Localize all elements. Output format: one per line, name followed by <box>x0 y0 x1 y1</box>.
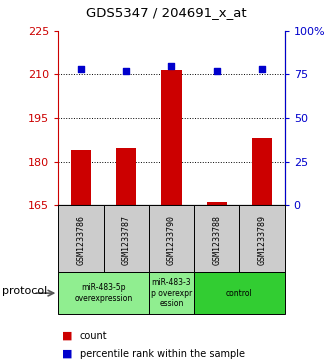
Point <box>169 63 174 69</box>
Text: GSM1233790: GSM1233790 <box>167 215 176 265</box>
Text: GSM1233786: GSM1233786 <box>76 215 86 265</box>
Bar <box>71 150 91 205</box>
Bar <box>149 272 194 314</box>
Bar <box>206 202 227 205</box>
Text: percentile rank within the sample: percentile rank within the sample <box>80 349 245 359</box>
Bar <box>58 205 104 272</box>
Bar <box>239 205 285 272</box>
Bar <box>161 70 182 205</box>
Text: GDS5347 / 204691_x_at: GDS5347 / 204691_x_at <box>86 6 247 19</box>
Text: GSM1233788: GSM1233788 <box>212 215 221 265</box>
Bar <box>58 272 149 314</box>
Bar <box>194 272 285 314</box>
Text: protocol: protocol <box>2 286 47 296</box>
Text: control: control <box>226 289 253 298</box>
Bar <box>116 148 137 205</box>
Text: GSM1233789: GSM1233789 <box>257 215 267 265</box>
Text: count: count <box>80 331 108 341</box>
Point <box>124 68 129 74</box>
Point <box>259 66 265 72</box>
Bar <box>149 205 194 272</box>
Point <box>78 66 84 72</box>
Bar <box>104 205 149 272</box>
Text: ■: ■ <box>62 331 76 341</box>
Point <box>214 68 219 74</box>
Bar <box>194 205 239 272</box>
Bar <box>252 138 272 205</box>
Text: miR-483-5p
overexpression: miR-483-5p overexpression <box>75 284 133 303</box>
Text: GSM1233787: GSM1233787 <box>122 215 131 265</box>
Text: ■: ■ <box>62 349 76 359</box>
Text: miR-483-3
p overexpr
ession: miR-483-3 p overexpr ession <box>151 278 192 308</box>
